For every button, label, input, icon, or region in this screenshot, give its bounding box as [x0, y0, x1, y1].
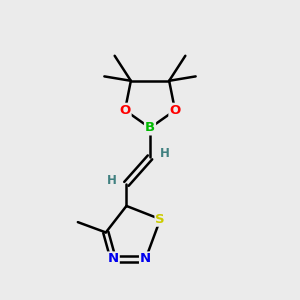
Text: B: B — [145, 122, 155, 134]
Text: N: N — [108, 252, 119, 266]
Text: S: S — [155, 213, 165, 226]
Text: O: O — [119, 104, 130, 117]
Text: H: H — [160, 147, 170, 160]
Text: H: H — [107, 174, 117, 187]
Text: O: O — [169, 104, 181, 117]
Text: N: N — [140, 252, 151, 266]
